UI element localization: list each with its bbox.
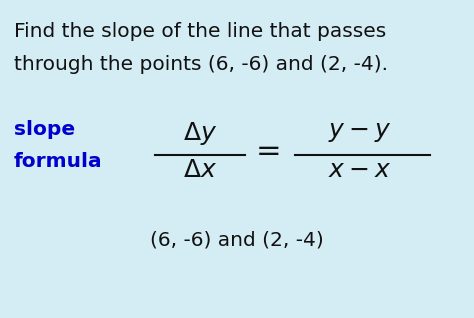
- Text: through the points (6, -6) and (2, -4).: through the points (6, -6) and (2, -4).: [14, 55, 388, 74]
- Text: formula: formula: [14, 152, 103, 171]
- Text: slope: slope: [14, 120, 75, 139]
- Text: $\Delta x$: $\Delta x$: [183, 158, 217, 182]
- Text: $\Delta y$: $\Delta y$: [183, 120, 217, 147]
- Text: $x - x$: $x - x$: [328, 158, 392, 182]
- Text: $=$: $=$: [250, 135, 280, 164]
- Text: $y - y$: $y - y$: [328, 120, 392, 144]
- Text: (6, -6) and (2, -4): (6, -6) and (2, -4): [150, 230, 324, 249]
- Text: Find the slope of the line that passes: Find the slope of the line that passes: [14, 22, 386, 41]
